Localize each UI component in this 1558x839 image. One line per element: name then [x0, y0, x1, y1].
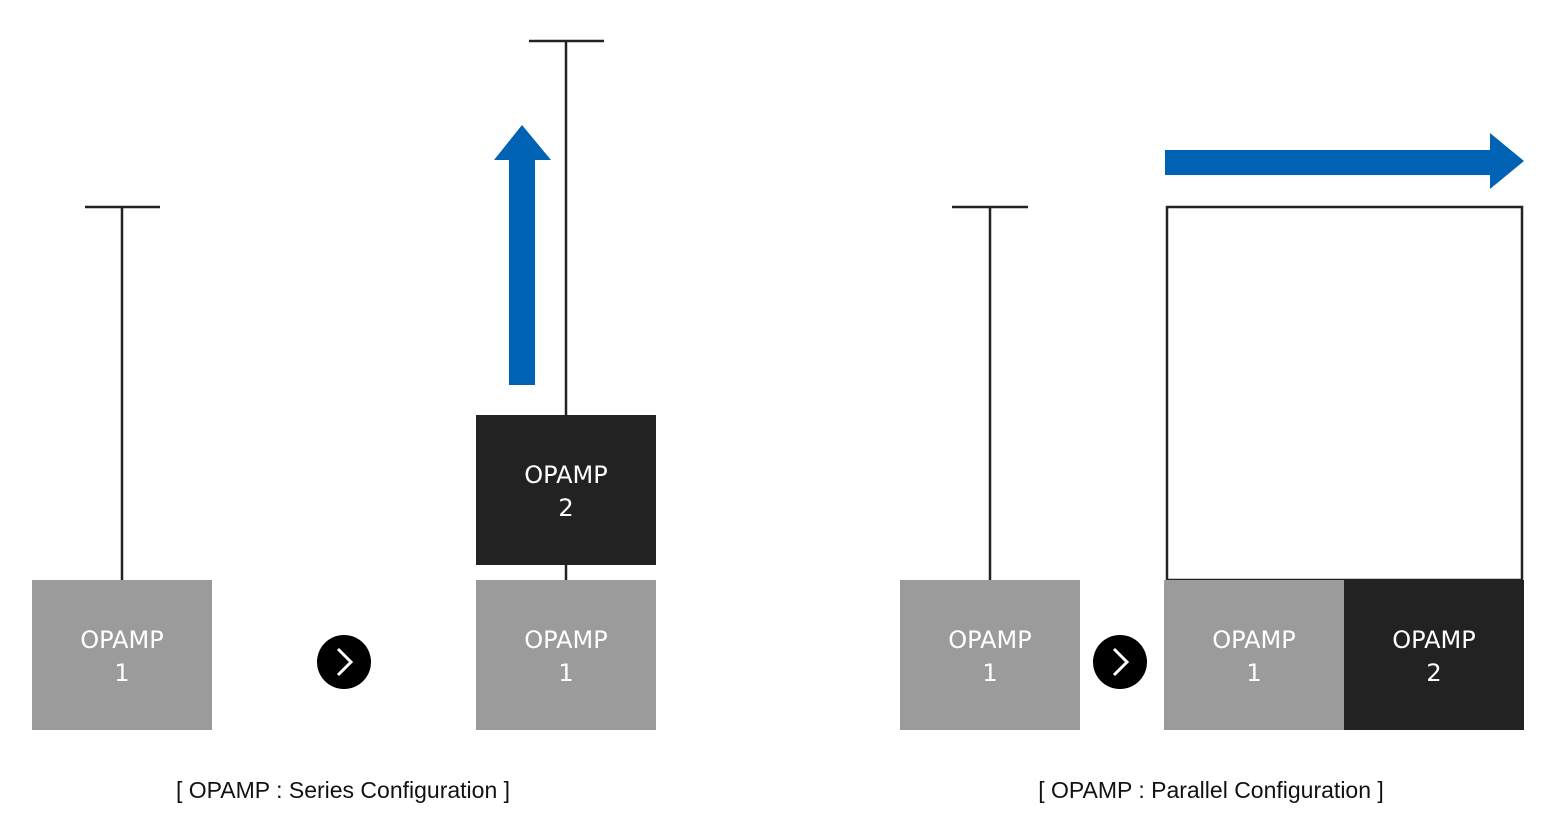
opamp-label: OPAMP	[524, 461, 607, 489]
arrow-up-icon	[494, 125, 551, 385]
parallel-after-opamp1-box	[1164, 580, 1344, 730]
series-after-opamp1-box	[476, 580, 656, 730]
opamp-number: 2	[558, 494, 573, 522]
parallel-after-output-frame	[1165, 205, 1524, 582]
opamp-label: OPAMP	[524, 626, 607, 654]
opamp-number: 1	[1246, 659, 1261, 687]
arrow-right-icon	[1165, 133, 1524, 189]
series-after-opamp2-box	[476, 415, 656, 565]
chevron-right-circle-icon	[317, 635, 371, 689]
opamp-number: 2	[1426, 659, 1441, 687]
opamp-label: OPAMP	[1392, 626, 1475, 654]
series-before-opamp1-box	[32, 580, 212, 730]
opamp-number: 1	[558, 659, 573, 687]
opamp-number: 1	[982, 659, 997, 687]
series-caption: [ OPAMP : Series Configuration ]	[176, 777, 510, 803]
opamp-label: OPAMP	[80, 626, 163, 654]
parallel-before-opamp1-box	[900, 580, 1080, 730]
parallel-caption: [ OPAMP : Parallel Configuration ]	[1038, 777, 1384, 803]
opamp-number: 1	[114, 659, 129, 687]
opamp-label: OPAMP	[1212, 626, 1295, 654]
opamp-label: OPAMP	[948, 626, 1031, 654]
parallel-after-opamp2-box	[1344, 580, 1524, 730]
chevron-right-circle-icon	[1093, 635, 1147, 689]
